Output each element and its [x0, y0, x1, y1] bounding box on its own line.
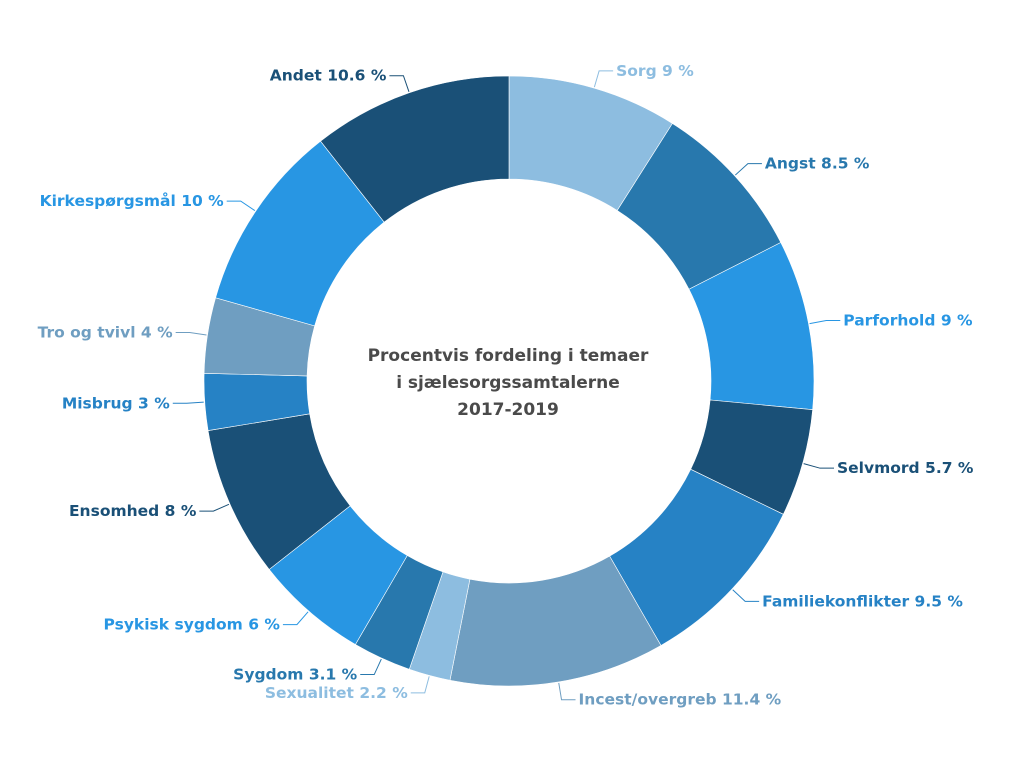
label-sorg: Sorg 9 %: [616, 62, 694, 80]
leader-sexualitet: [410, 676, 430, 694]
chart-title-line-2: i sjælesorgssamtalerne: [396, 373, 620, 393]
label-familiekonflikter: Familiekonflikter 9.5 %: [762, 592, 963, 610]
leader-sorg: [593, 70, 614, 88]
label-kirkesporgsmal: Kirkespørgsmål 10 %: [40, 191, 225, 210]
chart-title-line-1: Procentvis fordeling i temaer: [368, 346, 649, 366]
label-misbrug: Misbrug 3 %: [62, 394, 170, 412]
label-sexualitet: Sexualitet 2.2 %: [265, 684, 408, 702]
leader-selvmord: [803, 463, 835, 469]
leader-psykisk-sygdom: [282, 611, 309, 626]
label-tro-og-tvivl: Tro og tvivl 4 %: [38, 323, 174, 341]
label-selvmord: Selvmord 5.7 %: [837, 459, 974, 477]
slice-andet[interactable]: [320, 75, 510, 223]
leader-kirkesporgsmal: [226, 200, 256, 212]
leader-parforhold: [809, 319, 841, 325]
label-parforhold: Parforhold 9 %: [843, 311, 973, 329]
label-ensomhed: Ensomhed 8 %: [69, 502, 197, 520]
leader-andet: [389, 75, 410, 92]
label-angst: Angst 8.5 %: [765, 155, 870, 173]
leader-ensomhed: [199, 503, 230, 512]
label-andet: Andet 10.6 %: [270, 67, 387, 85]
label-sygdom: Sygdom 3.1 %: [233, 666, 358, 684]
leader-angst: [734, 163, 762, 176]
leader-sygdom: [360, 658, 382, 676]
chart-title-line-3: 2017-2019: [457, 400, 559, 420]
leader-incest-overgreb: [558, 682, 576, 701]
label-incest-overgreb: Incest/overgreb 11.4 %: [579, 691, 782, 709]
leader-tro-og-tvivl: [175, 331, 207, 336]
label-psykisk-sygdom: Psykisk sygdom 6 %: [104, 616, 281, 634]
donut-slices: [203, 75, 815, 687]
label-leader-lines: [172, 70, 841, 701]
slice-labels: Sorg 9 % Angst 8.5 % Parforhold 9 % Selvmor…: [38, 62, 974, 709]
leader-misbrug: [172, 401, 204, 404]
leader-familiekonflikter: [732, 589, 760, 602]
